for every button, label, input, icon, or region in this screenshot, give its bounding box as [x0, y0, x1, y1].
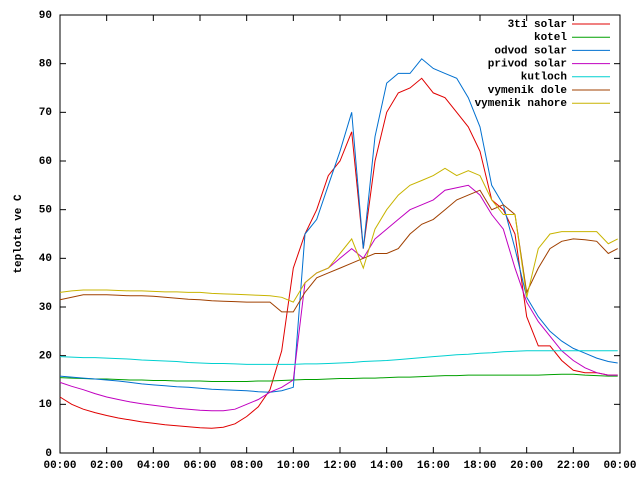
legend-label: kotel [534, 32, 567, 44]
y-tick-label: 50 [39, 205, 52, 217]
legend-label: odvod solar [494, 45, 567, 57]
series-line [59, 184, 618, 412]
series-line [59, 373, 618, 382]
x-tick-label: 16:00 [417, 460, 450, 472]
legend-label: 3ti solar [508, 19, 567, 31]
x-tick-label: 20:00 [510, 460, 543, 472]
legend-label: vymenik nahore [475, 98, 568, 110]
x-tick-label: 10:00 [277, 460, 310, 472]
series-line [59, 167, 618, 303]
x-tick-label: 02:00 [90, 460, 123, 472]
x-tick-label: 04:00 [137, 460, 170, 472]
legend-label: kutloch [521, 72, 567, 84]
legend-label: vymenik dole [488, 85, 568, 97]
x-tick-label: 06:00 [183, 460, 216, 472]
x-tick-label: 12:00 [323, 460, 356, 472]
x-tick-label: 00:00 [603, 460, 636, 472]
y-tick-label: 10 [39, 399, 52, 411]
y-tick-label: 40 [39, 253, 52, 265]
y-tick-label: 70 [39, 107, 52, 119]
series-line [59, 77, 618, 429]
y-tick-label: 80 [39, 59, 52, 71]
legend-label: privod solar [488, 59, 567, 71]
x-tick-label: 00:00 [43, 460, 76, 472]
series-line [59, 189, 618, 313]
y-tick-label: 90 [39, 10, 52, 22]
series-line [59, 350, 618, 365]
y-tick-label: 60 [39, 156, 52, 168]
x-tick-label: 14:00 [370, 460, 403, 472]
x-tick-label: 22:00 [557, 460, 590, 472]
y-axis-label: teplota ve C [13, 194, 25, 274]
y-tick-label: 0 [45, 448, 52, 460]
y-tick-label: 20 [39, 351, 52, 363]
y-tick-label: 30 [39, 302, 52, 314]
x-tick-label: 18:00 [463, 460, 496, 472]
x-tick-label: 08:00 [230, 460, 263, 472]
